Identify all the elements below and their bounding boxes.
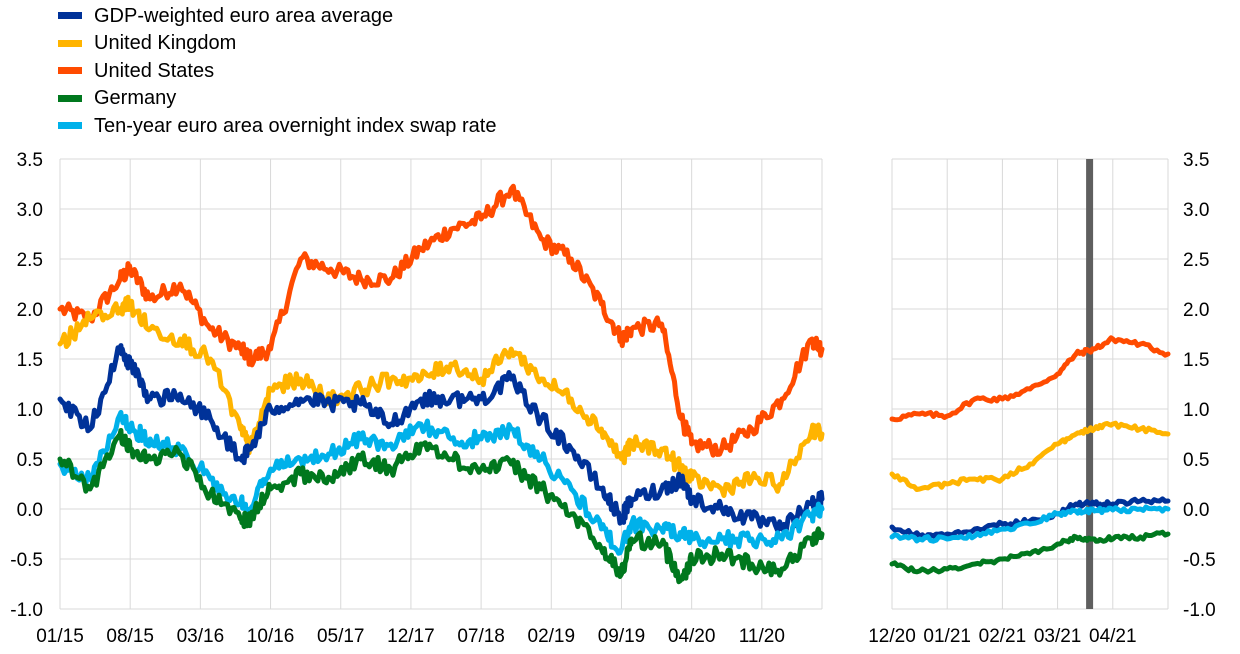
y-tick-label: 1.5	[1183, 350, 1209, 371]
x-tick-label: 01/21	[923, 626, 971, 647]
legend-item: Ten-year euro area overnight index swap …	[58, 112, 496, 140]
x-tick-label: 12/17	[387, 626, 435, 647]
y-tick-label: -0.5	[10, 550, 43, 571]
y-tick-label: 3.0	[1183, 200, 1209, 221]
x-tick-label: 02/21	[979, 626, 1027, 647]
y-tick-label: 3.0	[17, 200, 43, 221]
series-line-united-kingdom	[889, 420, 1171, 492]
series-line-gdp-weighted-euro-area-average	[57, 343, 825, 534]
legend-item: GDP-weighted euro area average	[58, 2, 496, 30]
y-tick-label: 2.0	[17, 300, 43, 321]
series-line-united-states	[889, 335, 1171, 423]
x-tick-label: 07/18	[457, 626, 505, 647]
y-tick-label: -1.0	[1183, 600, 1216, 621]
x-tick-label: 11/20	[739, 626, 785, 647]
y-tick-label: 0.5	[17, 450, 43, 471]
legend-label: United States	[94, 59, 215, 82]
series-line-ten-year-euro-area-overnight-index-swap-rate	[889, 504, 1171, 544]
x-tick-label: 03/21	[1034, 626, 1082, 647]
x-tick-label: 10/16	[247, 626, 295, 647]
legend-label: United Kingdom	[94, 32, 237, 55]
series-line-germany	[889, 529, 1171, 575]
legend-label: Germany	[94, 87, 177, 110]
y-tick-label: 0.0	[1183, 500, 1209, 521]
series-line-gdp-weighted-euro-area-average	[889, 496, 1171, 541]
legend-swatch	[58, 39, 82, 47]
y-tick-label: -1.0	[10, 600, 43, 621]
legend-label: GDP-weighted euro area average	[94, 4, 394, 27]
series-line-united-kingdom	[57, 294, 825, 498]
x-tick-label: 12/20	[868, 626, 916, 647]
series-line-germany	[57, 428, 825, 585]
y-tick-label: 1.0	[17, 400, 43, 421]
series-line-united-states	[57, 183, 825, 458]
legend-label: Ten-year euro area overnight index swap …	[94, 114, 497, 137]
y-tick-label: 1.5	[17, 350, 43, 371]
y-tick-label: 0.5	[1183, 450, 1209, 471]
y-tick-label: 2.5	[17, 250, 43, 271]
y-tick-label: 2.5	[1183, 250, 1209, 271]
x-tick-label: 09/19	[598, 626, 646, 647]
y-tick-label: 3.5	[17, 150, 43, 171]
legend-swatch	[58, 12, 82, 20]
y-tick-label: 2.0	[1183, 300, 1209, 321]
legend-item: United Kingdom	[58, 30, 496, 58]
y-tick-label: -0.5	[1183, 550, 1216, 571]
x-tick-label: 04/20	[668, 626, 716, 647]
y-tick-label: 0.0	[17, 500, 43, 521]
legend-swatch	[58, 94, 82, 102]
x-tick-label: 04/21	[1089, 626, 1137, 647]
chart-legend: GDP-weighted euro area average United Kin…	[58, 2, 496, 140]
y-tick-label: 1.0	[1183, 400, 1209, 421]
legend-swatch	[58, 67, 82, 75]
y-tick-label: 3.5	[1183, 150, 1209, 171]
x-tick-label: 05/17	[317, 626, 365, 647]
x-tick-label: 02/19	[528, 626, 576, 647]
x-tick-label: 03/16	[177, 626, 225, 647]
legend-item: United States	[58, 57, 496, 85]
x-tick-label: 08/15	[106, 626, 154, 647]
legend-swatch	[58, 122, 82, 130]
legend-item: Germany	[58, 85, 496, 113]
series-line-ten-year-euro-area-overnight-index-swap-rate	[57, 409, 825, 556]
x-tick-label: 01/15	[36, 626, 84, 647]
